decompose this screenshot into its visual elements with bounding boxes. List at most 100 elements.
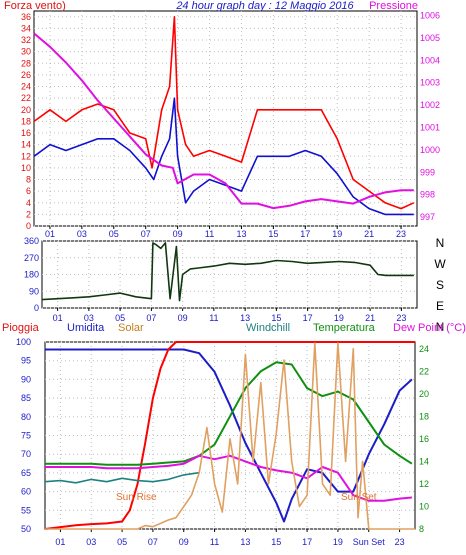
direction-series [41, 242, 414, 302]
x-tick-label: 09 [173, 229, 183, 239]
y2-tick-label: 8 [419, 524, 424, 534]
x-tick-label: 13 [236, 229, 246, 239]
series-rain [44, 341, 415, 530]
y2-tick-label: 20 [419, 389, 429, 399]
x-tick-label: 01 [55, 537, 65, 547]
direction-tick-labels: 01 03 05 07 09 11 13 15 17 19 21 23 0 90 180 270 360 [24, 236, 406, 323]
y-tick-label: 80 [21, 412, 31, 422]
x-tick-label: 09 [179, 537, 189, 547]
y-tick-label: 18 [21, 116, 31, 126]
wind-series [33, 15, 415, 216]
x-tick-label: Sun Set [353, 537, 386, 547]
y-tick-label: 50 [21, 524, 31, 534]
legend-label: Pioggia [2, 322, 40, 334]
compass-label: S [436, 278, 444, 292]
x-tick-label: 03 [77, 229, 87, 239]
y-tick-label: 85 [21, 393, 31, 403]
y-tick-label: 28 [21, 58, 31, 68]
x-tick-label: 21 [365, 313, 375, 323]
x-tick-label: 11 [205, 229, 214, 239]
x-tick-label: 07 [148, 537, 158, 547]
y-tick-label: 16 [21, 128, 31, 138]
y-tick-label: 34 [21, 23, 31, 33]
atmo-legend: Pioggia Umidita Solar Windchill Temperatura D… [2, 322, 466, 334]
legend-label: Windchill [246, 322, 290, 334]
x-tick-label: 17 [303, 313, 313, 323]
y-tick-label: 360 [24, 236, 39, 246]
atmo-chart: 01 03 05 07 09 11 13 15 17 19 Sun Set 23 50 55 60 65 70 7… [2, 322, 466, 547]
x-tick-label: 15 [271, 537, 281, 547]
y-tick-label: 10 [21, 163, 31, 173]
y-tick-label: 32 [21, 35, 31, 45]
y-tick-label: 75 [21, 431, 31, 441]
x-tick-label: 01 [45, 229, 55, 239]
legend-label: Umidita [67, 322, 105, 334]
x-tick-label: 23 [395, 537, 405, 547]
x-tick-label: 05 [109, 229, 119, 239]
y-tick-label: 90 [29, 286, 39, 296]
y-tick-label: 36 [21, 12, 31, 22]
legend-label: Dew Point (°C) [393, 322, 466, 334]
x-tick-label: 01 [53, 313, 63, 323]
pressure-axis-label: Pressione [369, 0, 418, 12]
x-tick-label: 13 [240, 313, 250, 323]
series-solar [45, 342, 415, 530]
x-tick-label: 15 [271, 313, 281, 323]
y-tick-label: 90 [21, 374, 31, 384]
y2-tick-label: 997 [420, 212, 435, 222]
y2-tick-label: 999 [420, 167, 435, 177]
y-tick-label: 22 [21, 93, 31, 103]
y-tick-label: 70 [21, 449, 31, 459]
series-windchill [44, 471, 200, 484]
x-tick-label: 13 [240, 537, 250, 547]
series-direction [41, 242, 414, 302]
atmo-series [44, 341, 415, 530]
y2-tick-label: 12 [419, 479, 429, 489]
x-tick-label: 03 [84, 313, 94, 323]
y-tick-label: 55 [21, 505, 31, 515]
x-tick-label: 23 [396, 313, 406, 323]
series-wind_gust [33, 15, 415, 210]
series-temperature [45, 361, 413, 466]
x-tick-label: 19 [332, 229, 342, 239]
y-tick-label: 65 [21, 468, 31, 478]
x-tick-label: 05 [115, 313, 125, 323]
y-tick-label: 24 [21, 82, 31, 92]
y-tick-label: 60 [21, 487, 31, 497]
y2-tick-label: 1000 [420, 145, 440, 155]
x-tick-label: 05 [117, 537, 127, 547]
x-tick-label: 07 [141, 229, 151, 239]
x-tick-label: 15 [268, 229, 278, 239]
series-pressure [33, 32, 414, 210]
x-tick-label: 19 [333, 537, 343, 547]
y-tick-label: 100 [16, 337, 31, 347]
x-tick-label: 17 [302, 537, 312, 547]
compass-label: E [436, 299, 444, 313]
y2-tick-label: 22 [419, 366, 429, 376]
y2-tick-label: 14 [419, 456, 429, 466]
y2-tick-label: 24 [419, 344, 429, 354]
y-tick-label: 4 [26, 198, 31, 208]
legend-label: Temperatura [313, 322, 376, 334]
wind-tick-labels: 01 03 05 07 09 11 13 15 17 19 21 230246810121416182… [21, 10, 440, 239]
y-tick-label: 0 [26, 221, 31, 231]
x-tick-label: 11 [209, 313, 218, 323]
y-tick-label: 6 [26, 186, 31, 196]
y2-tick-label: 16 [419, 434, 429, 444]
x-tick-label: 17 [300, 229, 310, 239]
atmo-tick-labels: 01 03 05 07 09 11 13 15 17 19 Sun Set 23 50 55 60 65 70 7… [16, 337, 429, 547]
x-tick-label: 23 [396, 229, 406, 239]
y-tick-label: 26 [21, 70, 31, 80]
x-tick-label: 07 [146, 313, 156, 323]
y2-tick-label: 1002 [420, 100, 440, 110]
compass-label: N [436, 320, 445, 334]
x-tick-label: 09 [178, 313, 188, 323]
y-tick-label: 12 [21, 151, 31, 161]
chart-title: 24 hour graph day : 12 Maggio 2016 [175, 0, 354, 12]
x-tick-label: 19 [334, 313, 344, 323]
y-tick-label: 2 [26, 209, 31, 219]
wind-gridlines [34, 11, 417, 229]
y-tick-label: 20 [21, 105, 31, 115]
